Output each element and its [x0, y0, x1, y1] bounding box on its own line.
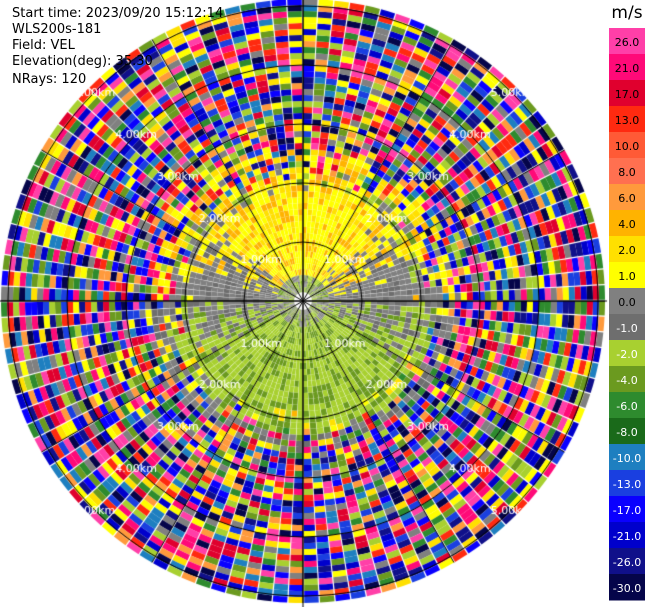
elevation-label: Elevation(deg): 35.30: [12, 54, 153, 69]
colorbar-tick-label: -8.0: [616, 426, 637, 439]
colorbar-swatch: [609, 106, 645, 133]
colorbar-swatch: [609, 158, 645, 185]
colorbar-tick-label: -6.0: [616, 400, 637, 413]
colorbar-swatch: [609, 54, 645, 81]
colorbar-swatch: [609, 418, 645, 445]
colorbar-swatch: [609, 496, 645, 523]
colorbar-tick-label: 13.0: [615, 114, 640, 127]
colorbar-tick-label: -26.0: [613, 556, 641, 569]
colorbar-tick-label: 10.0: [615, 140, 640, 153]
colorbar-tick-label: -2.0: [616, 348, 637, 361]
colorbar-tick-label: -13.0: [613, 478, 641, 491]
colorbar-swatch: [609, 262, 645, 289]
colorbar-tick-label: 2.0: [618, 244, 636, 257]
colorbar-tick-label: -17.0: [613, 504, 641, 517]
colorbar-swatch: [609, 314, 645, 341]
colorbar-swatch: [609, 236, 645, 263]
colorbar-tick-label: 6.0: [618, 192, 636, 205]
colorbar-swatch: [609, 548, 645, 575]
colorbar-swatch: [609, 522, 645, 549]
colorbar-swatch: [609, 470, 645, 497]
colorbar-swatch: [609, 340, 645, 367]
colorbar-swatch: [609, 288, 645, 315]
colorbar-swatch: [609, 392, 645, 419]
instrument-label: WLS200s-181: [12, 22, 102, 37]
colorbar-swatch: [609, 80, 645, 107]
colorbar-swatch: [609, 574, 645, 601]
nrays-label: NRays: 120: [12, 72, 87, 87]
colorbar-swatch: [609, 444, 645, 471]
field-label: Field: VEL: [12, 38, 75, 53]
colorbar-tick-label: -10.0: [613, 452, 641, 465]
colorbar-tick-label: 8.0: [618, 166, 636, 179]
colorbar-tick-label: 0.0: [618, 296, 636, 309]
colorbar-tick-label: -21.0: [613, 530, 641, 543]
colorbar-tick-label: 26.0: [615, 36, 640, 49]
colorbar-tick-label: 17.0: [615, 88, 640, 101]
colorbar-swatch: [609, 366, 645, 393]
colorbar-swatch: [609, 28, 645, 55]
velocity-colorbar: m/s 26.0 21.0 17.0 13.0 10.0 8.0 6.0 4.0 2.0 1.0 0.…: [609, 3, 645, 601]
colorbar-tick-label: 1.0: [618, 270, 636, 283]
colorbar-tick-label: -30.0: [613, 582, 641, 595]
colorbar-swatch: [609, 132, 645, 159]
colorbar-swatch: [609, 184, 645, 211]
colorbar-tick-label: 21.0: [615, 62, 640, 75]
colorbar-unit: m/s: [611, 3, 642, 23]
colorbar-tick-label: -1.0: [616, 322, 637, 335]
colorbar-swatch: [609, 210, 645, 237]
start-time-label: Start time: 2023/09/20 15:12:14: [12, 6, 224, 21]
colorbar-tick-label: 4.0: [618, 218, 636, 231]
colorbar-tick-label: -4.0: [616, 374, 637, 387]
